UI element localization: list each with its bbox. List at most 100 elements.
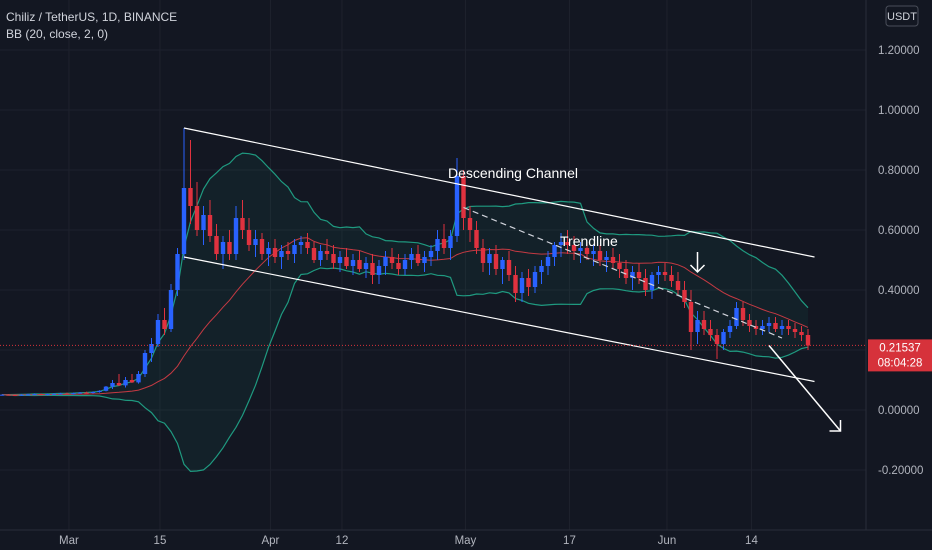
bb-fill	[2, 153, 808, 472]
candle-body	[331, 254, 336, 263]
candle-body	[506, 260, 512, 275]
time-tick-label: 17	[563, 535, 576, 547]
candle-body	[0, 394, 5, 396]
price-tick-label: 1.00000	[878, 105, 920, 117]
time-tick-label: May	[455, 535, 477, 547]
candle-body	[643, 278, 648, 290]
candle-body	[370, 263, 375, 275]
price-tick-label: -0.20000	[878, 465, 923, 477]
candle-body	[266, 248, 271, 254]
candle-body	[246, 230, 252, 245]
candle-body	[584, 248, 590, 254]
candle-body	[695, 320, 700, 332]
candle-body	[19, 394, 24, 396]
candle-body	[38, 394, 44, 396]
indicator-legend[interactable]: BB (20, close, 2, 0)	[6, 27, 108, 41]
candle-body	[545, 257, 551, 266]
candle-body	[487, 254, 492, 263]
candle-body	[610, 257, 616, 263]
currency-badge-box[interactable]	[885, 5, 919, 27]
candle-body	[155, 320, 161, 344]
candle-body	[110, 383, 115, 387]
candle-body	[454, 176, 460, 236]
price-tag-countdown: 08:04:28	[878, 357, 923, 369]
candle-body	[500, 260, 505, 269]
candle-body	[298, 242, 304, 245]
price-tick-label: 0.00000	[878, 405, 920, 417]
candle-body	[123, 380, 128, 386]
candle-body	[71, 393, 76, 395]
candle-body	[149, 344, 154, 353]
candle-body	[422, 257, 427, 263]
candle-body	[779, 326, 785, 329]
candle-body	[324, 251, 330, 254]
time-tick-label: 15	[154, 535, 167, 547]
candle-body	[467, 218, 473, 230]
candle-body	[259, 239, 265, 254]
candle-body	[318, 251, 323, 260]
candle-body	[305, 242, 310, 248]
candle-body	[656, 272, 661, 275]
candle-body	[805, 335, 811, 346]
price-tick-label: 0.80000	[878, 165, 920, 177]
candle-body	[363, 263, 369, 269]
candle-body	[714, 335, 720, 344]
candle-body	[578, 248, 583, 251]
candle-body	[97, 390, 102, 392]
candle-body	[136, 374, 141, 383]
candle-body	[662, 272, 668, 275]
candle-body	[25, 394, 31, 396]
candle-body	[428, 251, 434, 257]
projection-arrow-line	[768, 345, 842, 432]
candle-body	[253, 239, 258, 245]
candle-body	[558, 242, 564, 245]
candle-body	[604, 257, 609, 260]
candle-body	[168, 290, 174, 329]
candle-body	[636, 272, 642, 278]
grid	[0, 0, 866, 530]
candle-body	[740, 308, 746, 320]
candle-body	[688, 302, 694, 332]
candle-body	[207, 215, 213, 236]
candle-body	[6, 394, 11, 396]
candle-body	[682, 290, 687, 302]
candle-body	[337, 257, 343, 263]
candle-body	[311, 248, 317, 260]
candle-body	[233, 218, 239, 254]
symbol-title[interactable]: Chiliz / TetherUS, 1D, BINANCE	[6, 10, 177, 24]
candle-body	[571, 245, 577, 251]
candle-body	[51, 393, 57, 395]
candle-body	[220, 242, 226, 254]
candle-body	[630, 272, 635, 278]
price-tick-label: 1.20000	[878, 45, 920, 57]
price-tick-label: 0.60000	[878, 225, 920, 237]
candle-body	[129, 380, 135, 383]
candle-body	[77, 392, 83, 394]
time-tick-label: 12	[336, 535, 349, 547]
candle-body	[708, 329, 713, 335]
price-axis[interactable]: 1.200001.000000.800000.600000.400000.200…	[878, 45, 923, 477]
candle-body	[389, 257, 395, 263]
candle-body	[734, 308, 739, 326]
candle-body	[162, 320, 167, 329]
candle-body	[792, 329, 798, 332]
candle-body	[519, 278, 525, 293]
candle-body	[402, 260, 408, 269]
candle-body	[474, 230, 479, 248]
candle-body	[357, 260, 362, 269]
candle-body	[773, 323, 778, 329]
candle-body	[753, 326, 759, 329]
candle-body	[409, 254, 414, 260]
candle-body	[201, 215, 206, 230]
bollinger-bands	[1, 152, 809, 473]
candle-body	[90, 392, 96, 393]
candle-body	[493, 254, 499, 269]
currency-badge[interactable]: USDT	[887, 11, 917, 23]
candle-body	[526, 278, 531, 287]
candle-body	[32, 394, 37, 396]
candle-body	[272, 248, 278, 257]
channel-label: Descending Channel	[448, 165, 578, 181]
time-axis[interactable]: Mar 15 Apr 12 May 17 Jun 14	[59, 535, 758, 547]
candles	[0, 128, 811, 396]
